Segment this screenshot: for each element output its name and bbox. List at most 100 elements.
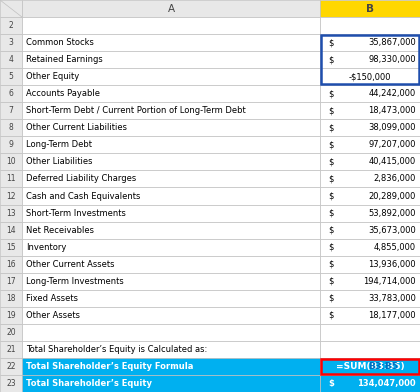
Bar [22,17,320,34]
Text: Total Shareholder’s Equity is Calculated as:: Total Shareholder’s Equity is Calculated… [26,345,207,354]
Bar [320,307,420,324]
Bar [320,85,420,102]
Text: Short-Term Investments: Short-Term Investments [26,209,126,218]
Text: 17: 17 [6,277,16,286]
Text: Retained Earnings: Retained Earnings [26,55,103,64]
Text: Other Current Assets: Other Current Assets [26,260,115,269]
Bar [320,171,420,187]
Text: $: $ [328,243,333,252]
Text: $: $ [328,277,333,286]
Bar [320,136,420,153]
Text: Other Equity: Other Equity [26,72,79,81]
Text: 6: 6 [8,89,13,98]
Text: $: $ [328,123,333,132]
Bar [320,34,420,51]
Bar [22,85,320,102]
Bar [320,68,420,85]
Bar [22,0,320,17]
Bar [320,273,420,290]
Bar [0,119,22,136]
Text: $: $ [328,158,333,167]
Bar [22,171,320,187]
Bar [22,102,320,119]
Text: $: $ [328,379,334,388]
Text: 5: 5 [8,72,13,81]
Text: $: $ [328,311,333,320]
Bar [22,136,320,153]
Text: $: $ [328,294,333,303]
Bar [0,68,22,85]
Bar [0,239,22,256]
Text: 3: 3 [8,38,13,47]
Text: 194,714,000: 194,714,000 [363,277,416,286]
Text: 2: 2 [9,21,13,30]
Bar [22,187,320,205]
Text: Total Shareholder’s Equity Formula: Total Shareholder’s Equity Formula [26,362,193,371]
Text: 35,867,000: 35,867,000 [368,38,416,47]
Text: 23: 23 [6,379,16,388]
Bar [22,221,320,239]
Bar [22,290,320,307]
Text: 134,047,000: 134,047,000 [357,379,416,388]
Text: Net Receivables: Net Receivables [26,225,94,234]
Bar [320,375,420,392]
Text: 40,415,000: 40,415,000 [369,158,416,167]
Bar [22,341,320,358]
Text: 18: 18 [6,294,16,303]
Bar [0,171,22,187]
Bar [22,51,320,68]
Text: 20: 20 [6,328,16,337]
Bar [0,307,22,324]
Text: 19: 19 [6,311,16,320]
Text: 13,936,000: 13,936,000 [368,260,416,269]
Text: 7: 7 [8,106,13,115]
Text: $: $ [328,209,333,218]
Bar [0,153,22,171]
Text: A: A [168,4,175,13]
Text: 2,836,000: 2,836,000 [374,174,416,183]
Text: Cash and Cash Equivalents: Cash and Cash Equivalents [26,192,140,200]
Text: 11: 11 [6,174,16,183]
Bar [320,290,420,307]
Bar [320,51,420,68]
Bar [320,239,420,256]
Bar [0,205,22,221]
Text: 13: 13 [6,209,16,218]
Bar [0,324,22,341]
Bar [320,102,420,119]
Bar [320,256,420,273]
Bar [22,256,320,273]
Text: B3:B5: B3:B5 [368,362,398,371]
Bar [320,187,420,205]
Text: 12: 12 [6,192,16,200]
Text: $: $ [328,225,333,234]
Text: Common Stocks: Common Stocks [26,38,94,47]
Text: 9: 9 [8,140,13,149]
Bar [22,273,320,290]
Text: 20,289,000: 20,289,000 [369,192,416,200]
Text: 53,892,000: 53,892,000 [368,209,416,218]
Text: $: $ [328,89,333,98]
Bar [320,153,420,171]
Bar [320,341,420,358]
Bar [0,102,22,119]
Text: Fixed Assets: Fixed Assets [26,294,78,303]
Text: Total Shareholder’s Equity: Total Shareholder’s Equity [26,379,152,388]
Text: 10: 10 [6,158,16,167]
Bar [22,324,320,341]
Bar [0,17,22,34]
Text: Deferred Liability Charges: Deferred Liability Charges [26,174,136,183]
Bar [0,375,22,392]
Text: Other Current Liabilities: Other Current Liabilities [26,123,127,132]
Bar [0,0,22,17]
Bar [320,17,420,34]
Text: $: $ [328,55,333,64]
Bar [0,273,22,290]
Bar [321,359,419,374]
Text: 35,673,000: 35,673,000 [368,225,416,234]
Bar [321,35,419,84]
Text: 97,207,000: 97,207,000 [368,140,416,149]
Text: Other Liabilities: Other Liabilities [26,158,92,167]
Text: 22: 22 [6,362,16,371]
Text: Accounts Payable: Accounts Payable [26,89,100,98]
